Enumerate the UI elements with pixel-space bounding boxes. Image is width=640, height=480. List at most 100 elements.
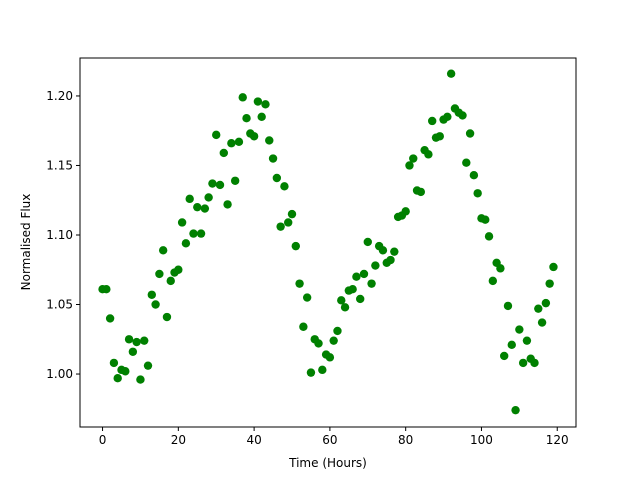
point	[530, 358, 539, 368]
point	[541, 298, 551, 308]
x-tick-label: 40	[246, 433, 261, 447]
y-axis-label: Normalised Flux	[19, 194, 33, 291]
point	[257, 112, 266, 122]
point	[337, 296, 346, 305]
point	[371, 261, 380, 270]
point	[151, 300, 160, 309]
y-tick-label: 1.00	[46, 367, 73, 381]
point	[204, 193, 213, 202]
point	[162, 312, 172, 322]
point	[416, 187, 426, 197]
point	[102, 285, 111, 294]
point	[299, 322, 308, 331]
point	[488, 276, 498, 286]
point	[155, 269, 164, 279]
point	[261, 100, 270, 109]
point	[249, 132, 259, 141]
point	[549, 262, 558, 272]
point	[458, 111, 467, 120]
point	[238, 93, 247, 102]
point	[121, 367, 130, 376]
point	[518, 358, 528, 368]
point	[390, 247, 399, 256]
point	[409, 154, 418, 163]
point	[333, 326, 342, 336]
point	[545, 279, 554, 288]
point	[465, 129, 475, 138]
point	[284, 218, 293, 227]
point	[537, 318, 547, 327]
point	[340, 303, 350, 312]
point	[367, 279, 376, 288]
x-tick-label: 60	[322, 433, 337, 447]
point	[128, 347, 138, 356]
point	[329, 336, 338, 345]
point	[484, 232, 494, 241]
point	[515, 325, 524, 334]
point	[306, 368, 316, 377]
point	[136, 375, 145, 384]
point	[481, 215, 490, 224]
point	[253, 97, 263, 106]
point	[200, 204, 210, 213]
y-tick-label: 1.05	[46, 298, 73, 312]
point	[405, 161, 414, 170]
point	[140, 336, 149, 345]
point	[105, 314, 115, 323]
point	[499, 351, 509, 361]
point	[124, 335, 134, 344]
point	[295, 279, 304, 288]
point	[280, 182, 289, 191]
x-tick-label: 100	[470, 433, 493, 447]
point	[219, 148, 228, 158]
point	[181, 239, 191, 248]
point	[401, 207, 410, 216]
point	[507, 340, 516, 350]
point	[534, 304, 543, 313]
point	[272, 173, 282, 183]
point	[185, 194, 194, 204]
point	[503, 301, 513, 311]
point	[522, 336, 532, 345]
point	[511, 405, 520, 415]
point	[462, 158, 471, 167]
point	[424, 150, 433, 159]
point	[325, 353, 335, 362]
point	[109, 358, 119, 368]
point	[386, 255, 395, 265]
point	[242, 114, 251, 123]
point	[193, 202, 202, 212]
point	[174, 265, 183, 274]
point	[473, 189, 482, 198]
point	[276, 222, 285, 231]
point	[443, 112, 452, 122]
point	[268, 154, 278, 163]
point	[208, 179, 217, 188]
plot-frame	[79, 57, 577, 428]
point	[215, 180, 225, 190]
point	[143, 361, 153, 370]
point	[302, 293, 312, 302]
point	[196, 229, 206, 238]
y-tick-label: 1.20	[46, 89, 73, 103]
point	[352, 272, 361, 281]
point	[166, 276, 175, 286]
point	[446, 69, 456, 78]
point	[359, 269, 369, 279]
x-axis-label: Time (Hours)	[288, 456, 367, 470]
y-tick-label: 1.10	[46, 228, 73, 242]
point	[363, 237, 372, 247]
point	[378, 246, 388, 255]
point	[113, 373, 122, 383]
point	[158, 246, 168, 255]
y-tick-label: 1.15	[46, 158, 73, 172]
point	[314, 339, 323, 348]
point	[234, 137, 244, 147]
point	[318, 365, 327, 375]
point	[291, 241, 300, 251]
point	[496, 264, 505, 273]
point	[227, 139, 236, 148]
point	[348, 285, 357, 294]
